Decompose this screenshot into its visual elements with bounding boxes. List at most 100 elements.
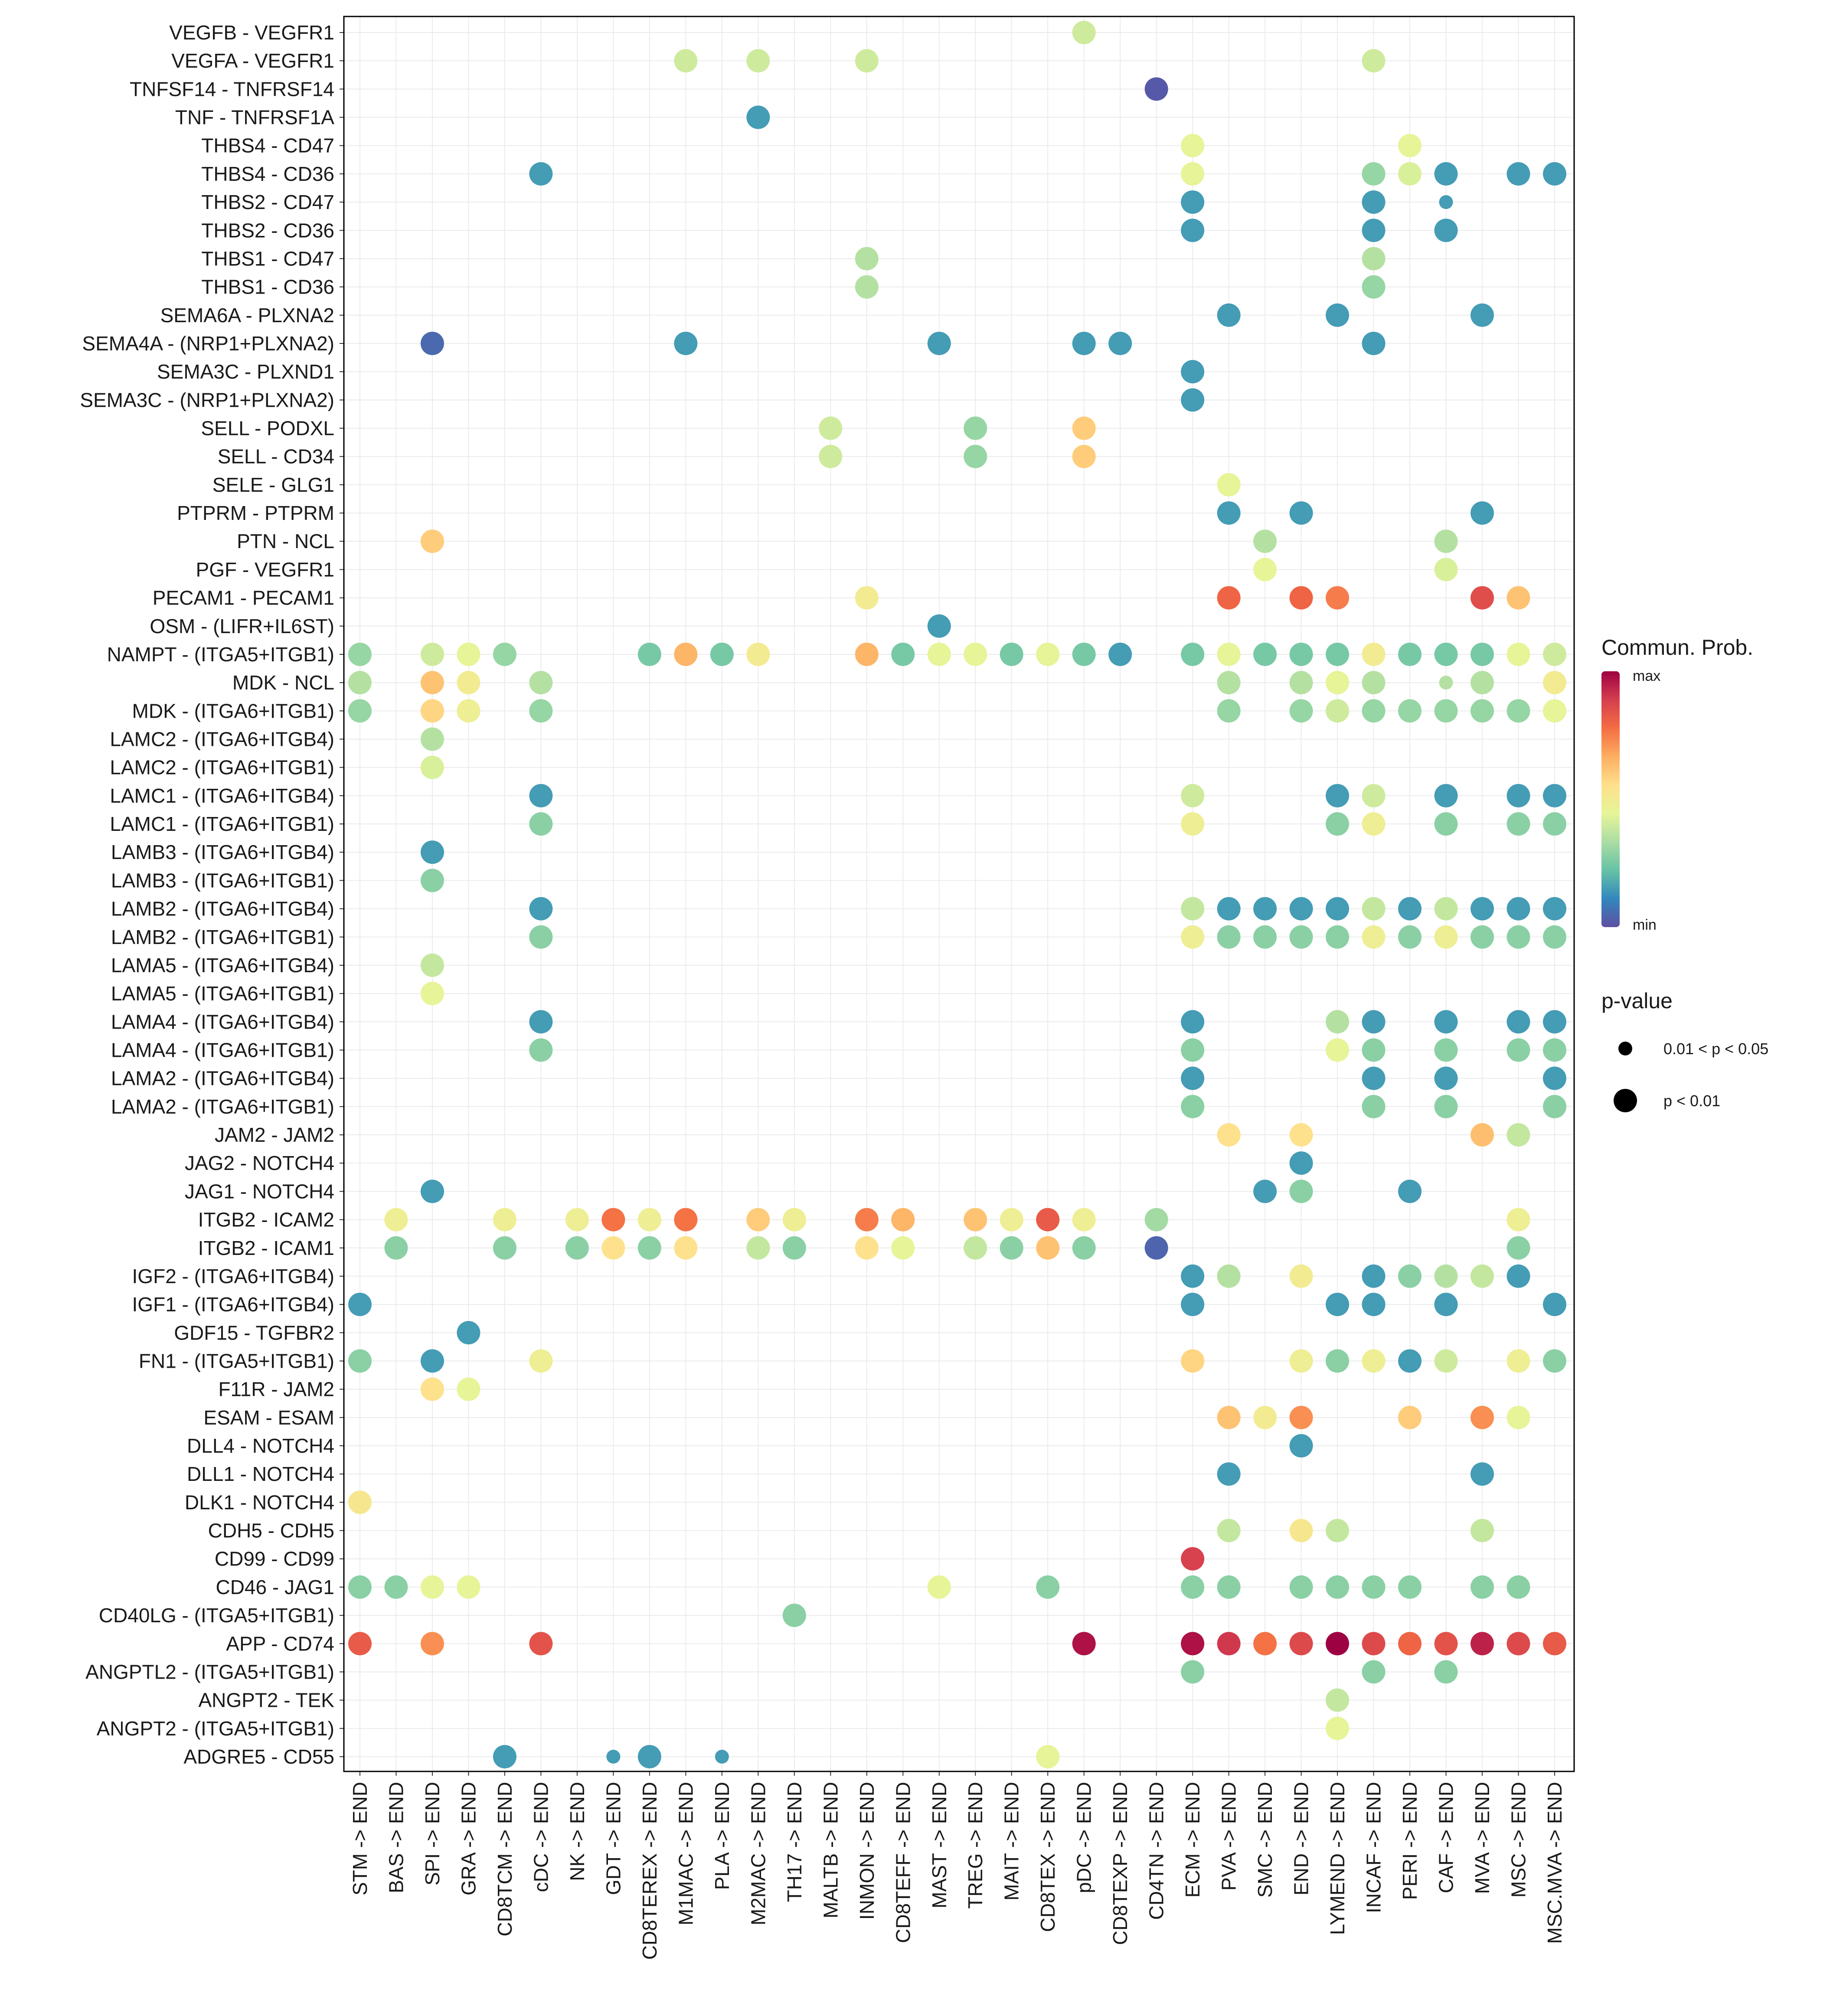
y-tick-label: SEMA4A - (NRP1+PLXNA2) xyxy=(82,332,334,355)
data-point xyxy=(348,642,372,666)
data-point xyxy=(457,642,480,666)
data-point xyxy=(420,331,444,355)
x-tick-label: GRA -> END xyxy=(457,1782,480,1895)
data-point xyxy=(1072,331,1096,355)
data-point xyxy=(1181,162,1205,186)
data-point xyxy=(1289,1180,1313,1203)
data-point xyxy=(1072,444,1096,468)
x-tick-label: LYMEND -> END xyxy=(1326,1782,1349,1935)
y-tick-label: SELL - CD34 xyxy=(218,445,334,468)
data-point xyxy=(1543,897,1566,921)
data-point xyxy=(1362,331,1386,355)
data-point xyxy=(1543,1632,1566,1656)
data-point xyxy=(348,1293,372,1317)
data-point xyxy=(637,642,661,666)
data-point xyxy=(1289,586,1313,610)
data-point xyxy=(457,1321,480,1345)
y-tick-label: SELL - PODXL xyxy=(201,417,334,440)
data-point xyxy=(1362,190,1386,214)
data-point xyxy=(1181,134,1205,157)
data-point xyxy=(457,1575,480,1599)
x-tick-label: TREG -> END xyxy=(964,1782,987,1909)
data-point xyxy=(1289,1264,1313,1288)
data-point xyxy=(1506,1632,1530,1656)
data-point xyxy=(1506,784,1530,807)
data-point xyxy=(1398,162,1422,186)
data-point xyxy=(457,699,480,723)
data-point xyxy=(1326,784,1350,807)
data-point xyxy=(1000,642,1023,666)
data-point xyxy=(1506,897,1530,921)
data-point xyxy=(1000,1208,1023,1232)
data-point xyxy=(1181,1066,1205,1090)
data-point xyxy=(1217,1575,1241,1599)
y-tick-label: LAMA2 - (ITGA6+ITGB1) xyxy=(111,1095,334,1118)
data-point xyxy=(1434,558,1458,582)
data-point xyxy=(1434,642,1458,666)
data-point xyxy=(420,840,444,864)
data-point xyxy=(1181,925,1205,949)
data-point xyxy=(1506,699,1530,723)
data-point xyxy=(1506,925,1530,949)
data-point xyxy=(1362,1095,1386,1118)
data-point xyxy=(746,49,770,73)
data-point xyxy=(348,671,372,695)
data-point xyxy=(1181,1660,1205,1684)
data-point xyxy=(1217,699,1241,723)
data-point xyxy=(348,1632,372,1656)
data-point xyxy=(565,1208,589,1232)
data-point xyxy=(1470,1123,1494,1147)
data-point xyxy=(1036,1208,1060,1232)
y-tick-label: LAMB2 - (ITGA6+ITGB4) xyxy=(111,898,334,920)
data-point xyxy=(1289,671,1313,695)
data-point xyxy=(1181,1095,1205,1118)
data-point xyxy=(1543,1349,1566,1373)
data-point xyxy=(1398,1632,1422,1656)
data-point xyxy=(1289,1519,1313,1542)
data-point xyxy=(1543,1293,1566,1317)
data-point xyxy=(1362,897,1386,921)
data-point xyxy=(964,1236,987,1260)
y-tick-label: THBS1 - CD36 xyxy=(201,276,334,298)
data-point xyxy=(1108,642,1132,666)
data-point xyxy=(1217,671,1241,695)
data-point xyxy=(1326,1519,1350,1542)
data-point xyxy=(1398,897,1422,921)
data-point xyxy=(1543,812,1566,836)
y-tick-label: ANGPT2 - (ITGA5+ITGB1) xyxy=(97,1717,334,1740)
x-tick-label: MAST -> END xyxy=(928,1782,951,1908)
x-tick-label: CD8TEREX -> END xyxy=(638,1782,661,1960)
data-point xyxy=(1362,1293,1386,1317)
x-axis-labels: STM -> END BAS -> END SPI -> END GRA -> END… xyxy=(349,1782,1566,1960)
data-points xyxy=(348,21,1566,1768)
data-point xyxy=(1470,1632,1494,1656)
x-tick-label: PLA -> END xyxy=(711,1782,733,1890)
data-point xyxy=(1398,925,1422,949)
data-point xyxy=(1326,812,1350,836)
data-point xyxy=(1181,1547,1205,1571)
data-point xyxy=(1036,1236,1060,1260)
data-point xyxy=(1506,586,1530,610)
data-point xyxy=(1181,897,1205,921)
data-point xyxy=(348,1490,372,1514)
y-tick-label: THBS4 - CD47 xyxy=(201,134,334,157)
data-point xyxy=(1326,1349,1350,1373)
data-point xyxy=(1362,1660,1386,1684)
data-point xyxy=(529,162,553,186)
data-point xyxy=(1289,1575,1313,1599)
y-tick-label: LAMA2 - (ITGA6+ITGB4) xyxy=(111,1067,334,1090)
data-point xyxy=(1362,1066,1386,1090)
y-tick-label: MDK - NCL xyxy=(232,671,334,694)
data-point xyxy=(1506,1208,1530,1232)
data-point xyxy=(1543,642,1566,666)
data-point xyxy=(1506,1038,1530,1062)
data-point xyxy=(1326,1632,1350,1656)
data-point xyxy=(420,1575,444,1599)
y-tick-label: IGF2 - (ITGA6+ITGB4) xyxy=(132,1265,334,1287)
x-tick-label: MAIT -> END xyxy=(1000,1782,1023,1901)
data-point xyxy=(1326,1688,1350,1712)
data-point xyxy=(1181,784,1205,807)
x-tick-label: CD8TEFF -> END xyxy=(892,1782,914,1943)
data-point xyxy=(1326,897,1350,921)
data-point xyxy=(1289,501,1313,525)
